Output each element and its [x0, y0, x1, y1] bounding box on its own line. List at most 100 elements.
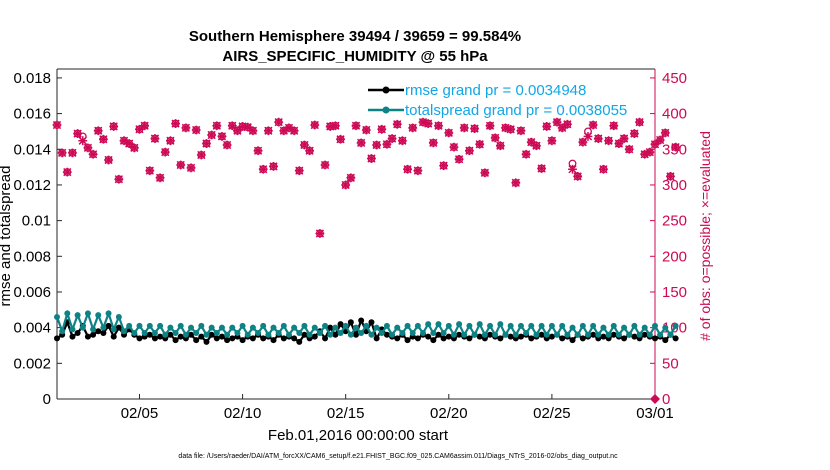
totalspread-point: [595, 331, 602, 338]
obs-evaluated-marker: [171, 119, 180, 128]
rmse-point: [54, 335, 60, 342]
obs-evaluated-marker: [470, 124, 479, 133]
y-right-tick-label: 200: [662, 248, 687, 265]
obs-evaluated-marker: [609, 121, 619, 131]
totalspread-point: [657, 331, 664, 338]
totalspread-point: [347, 331, 354, 338]
totalspread-point: [420, 330, 427, 336]
obs-evaluated-marker: [238, 122, 247, 131]
rmse-point: [136, 335, 143, 342]
obs-evaluated-marker: [490, 133, 500, 143]
obs-evaluated-marker: [356, 138, 366, 148]
totalspread-point: [188, 324, 195, 331]
totalspread-point: [373, 324, 380, 331]
obs-evaluated-marker: [83, 143, 93, 153]
rmse-point: [347, 319, 354, 326]
obs-evaluated-marker: [88, 149, 98, 159]
obs-evaluated-marker: [562, 119, 572, 129]
y-left-tick-label: 0.018: [13, 70, 51, 87]
totalspread-point: [636, 331, 643, 338]
rmse-point: [662, 337, 669, 344]
rmse-point: [296, 338, 303, 345]
obs-evaluated-marker: [78, 136, 88, 146]
totalspread-point: [296, 330, 303, 336]
x-axis-label: Feb.01,2016 00:00:00 start: [268, 427, 449, 444]
obs-evaluated-marker: [233, 126, 242, 136]
totalspread-point: [100, 324, 107, 331]
totalspread-point: [95, 312, 102, 319]
totalspread-point: [260, 322, 267, 329]
obs-evaluated-marker: [279, 126, 289, 136]
totalspread-point: [131, 330, 138, 336]
totalspread-point: [244, 331, 251, 338]
obs-evaluated-marker: [459, 123, 469, 133]
totalspread-point: [90, 326, 97, 333]
rmse-point: [157, 333, 164, 340]
rmse-point: [652, 335, 658, 342]
obs-evaluated-marker: [98, 134, 108, 144]
totalspread-point: [554, 331, 561, 338]
obs-evaluated-marker: [124, 139, 134, 148]
rmse-point: [358, 317, 365, 324]
obs-evaluated-marker: [263, 126, 273, 136]
totalspread-point: [378, 330, 385, 336]
obs-evaluated-marker: [325, 122, 335, 131]
totalspread-point: [672, 322, 679, 329]
obs-evaluated-marker: [439, 161, 449, 171]
y-right-ticks: 050100150200250300350400450: [650, 70, 687, 408]
obs-evaluated-marker: [382, 139, 392, 149]
rmse-point: [445, 333, 452, 340]
totalspread-point: [151, 330, 158, 336]
totalspread-point: [584, 331, 591, 338]
obs-evaluated-marker: [305, 146, 315, 156]
totalspread-point: [59, 328, 66, 335]
obs-evaluated-marker: [645, 147, 655, 157]
obs-evaluated-marker: [341, 180, 351, 190]
totalspread-point: [626, 331, 633, 338]
y-right-tick-label: 150: [662, 284, 687, 301]
rmse-point: [188, 331, 195, 338]
totalspread-point: [275, 330, 282, 336]
rmse-point: [239, 337, 246, 344]
obs-evaluated-marker: [253, 146, 263, 156]
y-left-tick-label: 0.01: [22, 213, 51, 230]
totalspread-point: [353, 324, 359, 331]
legend-marker-totalspread: [382, 106, 390, 114]
totalspread-point: [110, 326, 117, 333]
totalspread-point: [105, 310, 112, 317]
totalspread-point: [203, 331, 210, 338]
y-left-tick-label: 0.016: [13, 106, 51, 123]
totalspread-point: [316, 330, 323, 336]
totalspread-point: [141, 330, 148, 336]
rmse-point: [69, 333, 76, 340]
obs-evaluated-marker: [588, 120, 598, 130]
totalspread-point: [239, 322, 246, 329]
totalspread-point: [291, 324, 298, 331]
obs-evaluated-marker: [423, 119, 433, 128]
obs-evaluated-marker: [573, 171, 583, 181]
totalspread-point: [523, 330, 530, 336]
rmse-point: [167, 331, 174, 338]
totalspread-point: [280, 322, 287, 329]
obs-evaluated-marker: [465, 146, 474, 156]
obs-evaluated-marker: [599, 164, 608, 174]
rmse-point: [590, 331, 597, 338]
y-left-ticks: 0 0.002 0.004 0.006 0.008 0.01 0.012 0.014 0.016…: [13, 70, 62, 408]
rmse-point: [270, 337, 277, 344]
obs-evaluated-marker: [145, 166, 155, 176]
obs-evaluated-marker: [506, 124, 516, 134]
right-axis-corner-marker: [650, 394, 660, 404]
obs-evaluated-marker: [150, 134, 160, 143]
totalspread-point: [517, 322, 524, 329]
obs-evaluated-marker: [593, 134, 603, 143]
obs-evaluated-marker: [372, 140, 382, 150]
y-left-tick-label: 0.008: [13, 248, 51, 265]
totalspread-point: [255, 330, 262, 336]
totalspread-point: [610, 322, 617, 329]
totalspread-point: [363, 322, 370, 329]
obs-evaluated-marker: [315, 229, 325, 238]
obs-evaluated-marker: [114, 174, 124, 184]
obs-evaluated-marker: [516, 126, 526, 136]
totalspread-point: [507, 322, 514, 329]
rmse-point: [476, 333, 483, 340]
